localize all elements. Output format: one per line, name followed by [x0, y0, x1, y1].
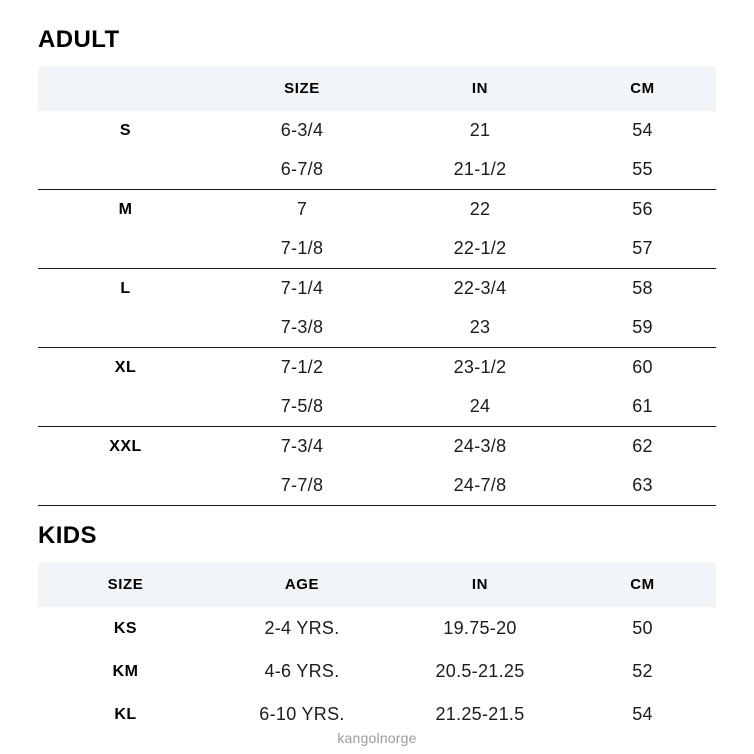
kids-col-cm: CM	[630, 576, 655, 593]
adult-size-label-empty	[38, 150, 213, 190]
adult-header-row: SIZE IN CM	[38, 66, 716, 111]
table-row: L 7-1/4 22-3/4 58	[38, 269, 716, 309]
adult-cell-in: 24-7/8	[391, 466, 569, 506]
table-row: KM 4-6 YRS. 20.5-21.25 52	[38, 650, 716, 693]
adult-size-label: L	[120, 279, 131, 297]
adult-cell-size: 7	[296, 199, 308, 219]
table-row: S 6-3/4 21 54	[38, 111, 716, 150]
adult-col-cm: CM	[630, 80, 655, 97]
adult-cell-in: 22	[469, 199, 491, 219]
adult-cell-cm: 59	[569, 308, 716, 348]
table-row: 7-7/8 24-7/8 63	[38, 466, 716, 506]
adult-cell-in: 22-3/4	[453, 278, 507, 298]
kids-col-in: IN	[471, 576, 489, 593]
adult-cell-in: 22-1/2	[391, 229, 569, 269]
adult-size-label: XL	[114, 358, 137, 376]
adult-col-blank	[38, 66, 213, 111]
kids-size-label: KL	[114, 705, 137, 723]
adult-cell-in: 23-1/2	[453, 357, 507, 377]
kids-size-table: SIZE AGE IN CM KS 2-4 YRS. 19.75-20 50 K…	[38, 562, 716, 736]
adult-cell-in: 24-3/8	[453, 436, 507, 456]
site-watermark: kangolnorge	[337, 730, 417, 746]
table-row: 7-1/8 22-1/2 57	[38, 229, 716, 269]
adult-size-label-empty	[38, 229, 213, 269]
adult-cell-cm: 62	[632, 436, 653, 456]
kids-cell-age: 4-6 YRS.	[264, 661, 340, 681]
kids-header-row: SIZE AGE IN CM	[38, 562, 716, 607]
adult-cell-size: 7-7/8	[213, 466, 391, 506]
table-row: 7-3/8 23 59	[38, 308, 716, 348]
adult-cell-cm: 54	[632, 120, 653, 140]
adult-cell-cm: 58	[632, 278, 653, 298]
kids-size-label: KM	[112, 662, 139, 680]
table-row: 6-7/8 21-1/2 55	[38, 150, 716, 190]
kids-cell-cm: 50	[632, 618, 653, 638]
table-row: XL 7-1/2 23-1/2 60	[38, 348, 716, 388]
adult-cell-size: 6-3/4	[280, 120, 324, 140]
kids-cell-in: 20.5-21.25	[435, 661, 525, 681]
table-row: XXL 7-3/4 24-3/8 62	[38, 427, 716, 467]
adult-cell-cm: 61	[569, 387, 716, 427]
kids-cell-age: 2-4 YRS.	[264, 618, 340, 638]
kids-size-label: KS	[113, 619, 138, 637]
adult-size-label-empty	[38, 466, 213, 506]
adult-cell-cm: 60	[632, 357, 653, 377]
adult-cell-size: 6-7/8	[213, 150, 391, 190]
adult-cell-size: 7-3/8	[213, 308, 391, 348]
table-row: 7-5/8 24 61	[38, 387, 716, 427]
kids-cell-cm: 54	[632, 704, 653, 724]
kids-section-heading: KIDS	[38, 522, 97, 549]
adult-cell-size: 7-1/2	[280, 357, 324, 377]
kids-cell-cm: 52	[632, 661, 653, 681]
table-row: M 7 22 56	[38, 190, 716, 230]
adult-table-body: S 6-3/4 21 54 6-7/8 21-1/2 55 M 7 22 56 …	[38, 111, 716, 506]
adult-cell-in: 23	[391, 308, 569, 348]
kids-table-head: SIZE AGE IN CM	[38, 562, 716, 607]
adult-cell-size: 7-5/8	[213, 387, 391, 427]
adult-cell-size: 7-3/4	[280, 436, 324, 456]
adult-size-label-empty	[38, 308, 213, 348]
kids-cell-in: 21.25-21.5	[435, 704, 525, 724]
adult-size-label-empty	[38, 387, 213, 427]
adult-cell-in: 21	[469, 120, 491, 140]
kids-cell-in: 19.75-20	[443, 618, 517, 638]
table-row: KL 6-10 YRS. 21.25-21.5 54	[38, 693, 716, 736]
adult-cell-cm: 56	[632, 199, 653, 219]
kids-col-size: SIZE	[107, 576, 144, 593]
adult-size-label: S	[119, 121, 132, 139]
kids-col-age: AGE	[284, 576, 320, 593]
adult-size-label: XXL	[109, 437, 142, 455]
adult-cell-size: 7-1/8	[213, 229, 391, 269]
adult-col-size: SIZE	[284, 80, 320, 97]
adult-cell-cm: 63	[569, 466, 716, 506]
adult-cell-cm: 57	[569, 229, 716, 269]
adult-cell-in: 21-1/2	[391, 150, 569, 190]
adult-cell-size: 7-1/4	[280, 278, 324, 298]
adult-cell-cm: 55	[569, 150, 716, 190]
table-row: KS 2-4 YRS. 19.75-20 50	[38, 607, 716, 650]
adult-size-label: M	[118, 200, 133, 218]
adult-table-head: SIZE IN CM	[38, 66, 716, 111]
kids-cell-age: 6-10 YRS.	[259, 704, 345, 724]
adult-size-table: SIZE IN CM S 6-3/4 21 54 6-7/8 21-1/2 55…	[38, 66, 716, 506]
kids-table-body: KS 2-4 YRS. 19.75-20 50 KM 4-6 YRS. 20.5…	[38, 607, 716, 736]
adult-section-heading: ADULT	[38, 26, 120, 53]
adult-cell-in: 24	[391, 387, 569, 427]
adult-col-in: IN	[471, 80, 489, 97]
